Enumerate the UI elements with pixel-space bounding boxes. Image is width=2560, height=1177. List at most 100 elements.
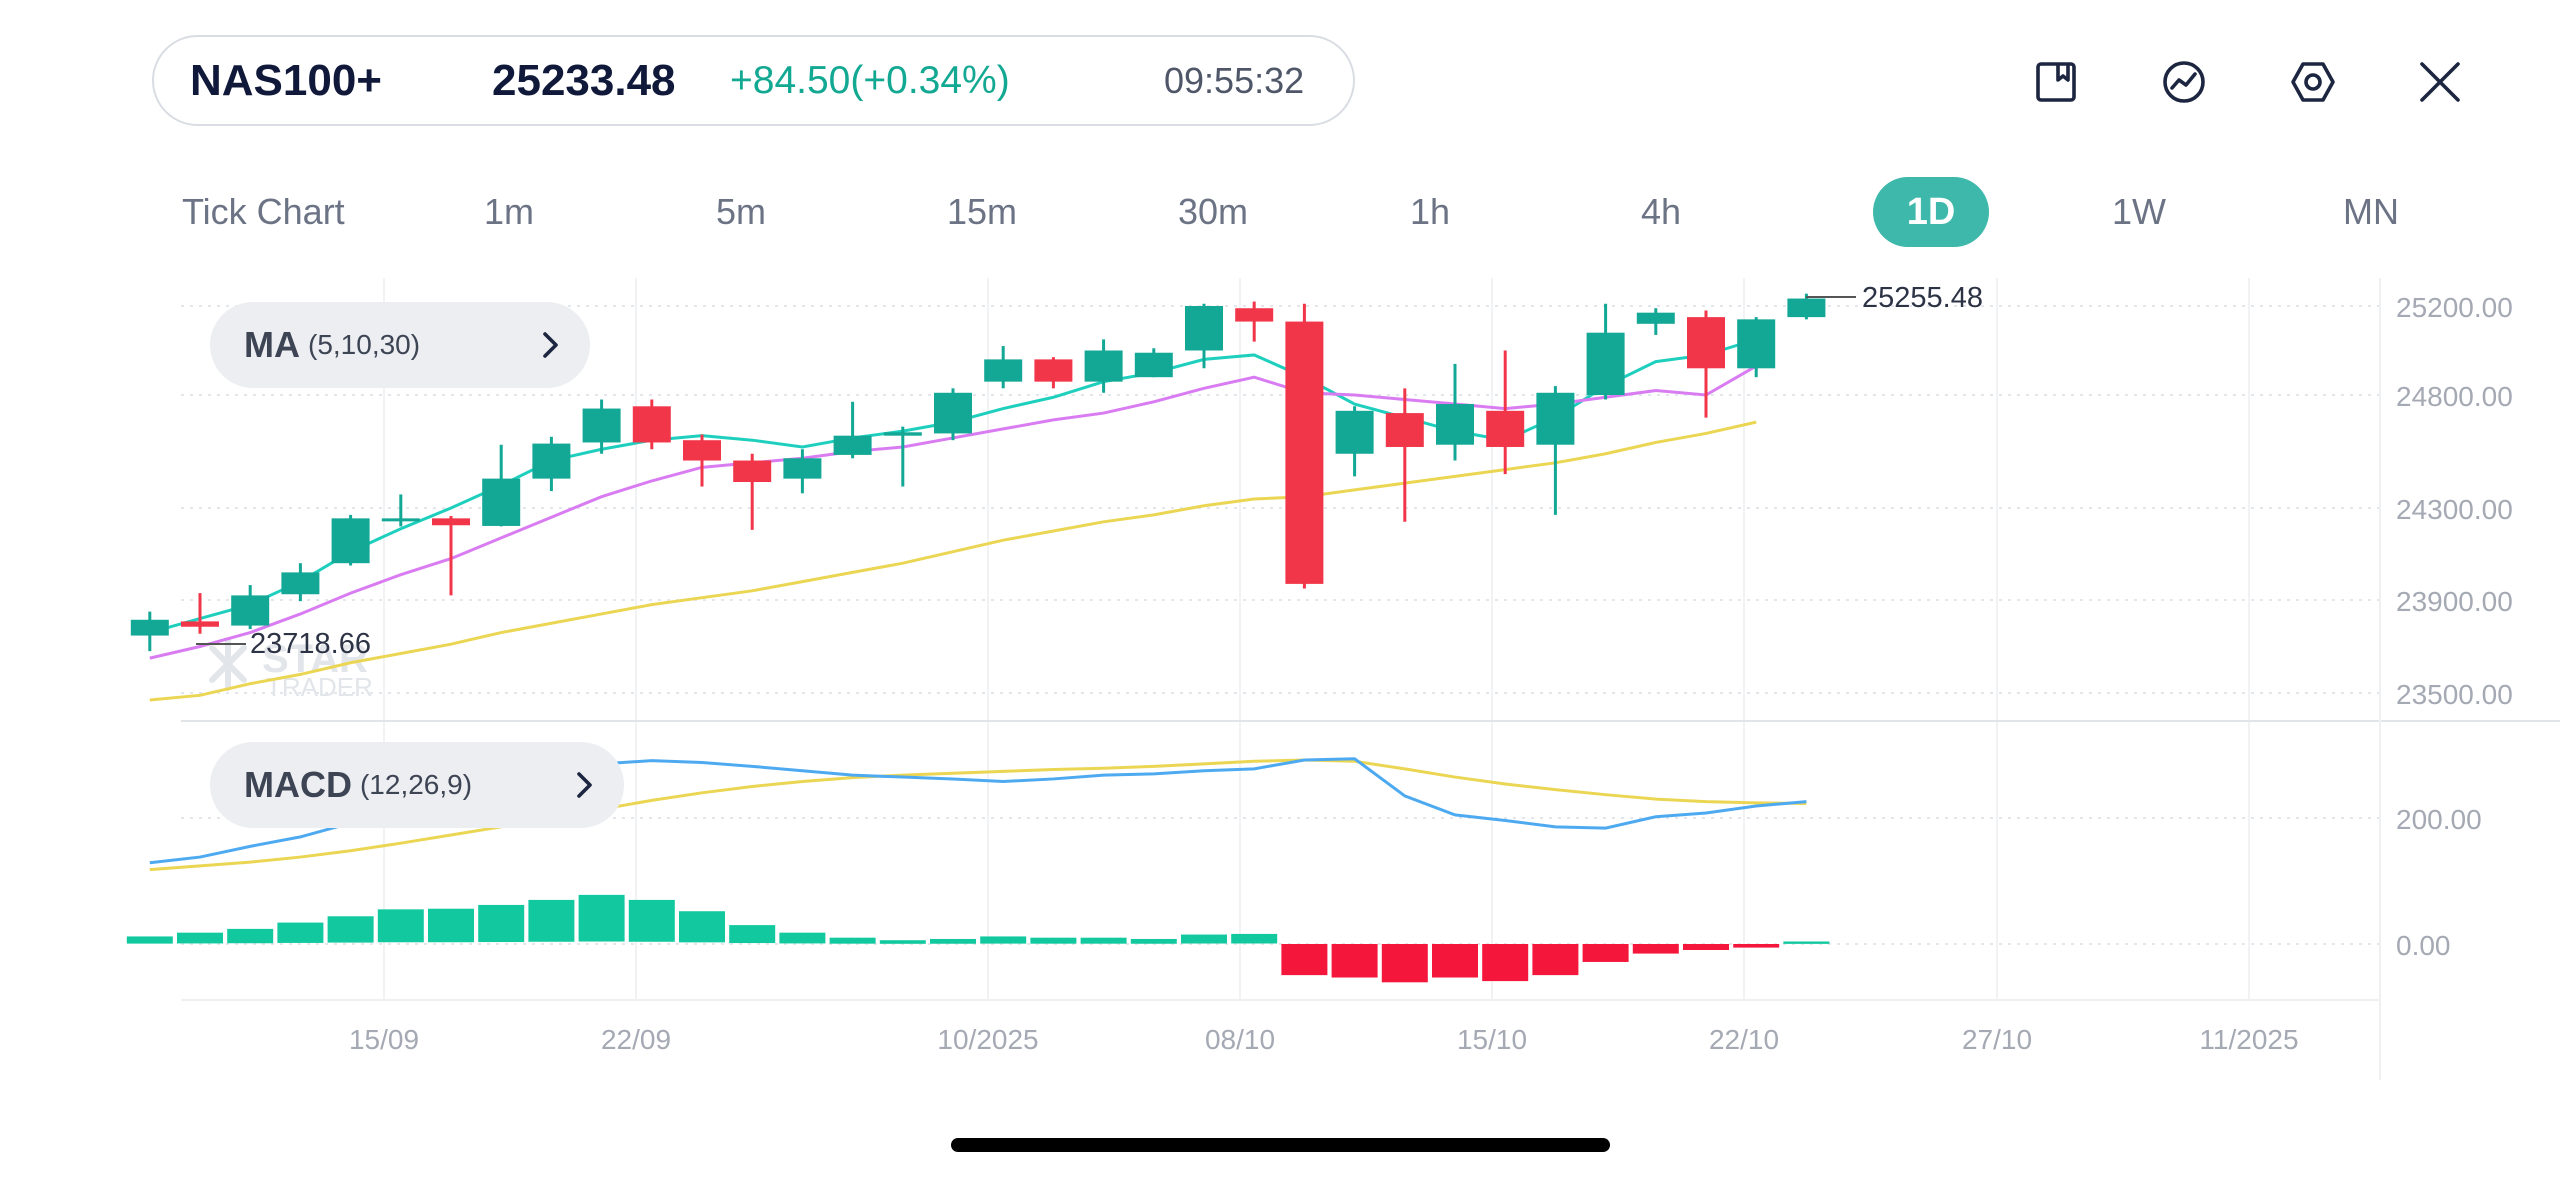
symbol-label[interactable]: NAS100+ [190, 55, 383, 105]
candle [783, 449, 822, 494]
macd-y-tick-label: 0.00 [2396, 930, 2451, 961]
candle-body [683, 440, 721, 461]
candle-body [934, 392, 972, 434]
candle-body [181, 621, 219, 627]
candle-body [381, 518, 420, 522]
candle-body [432, 518, 470, 526]
candle [632, 399, 671, 450]
ma-indicator-pill[interactable]: MA (5,10,30) [210, 302, 590, 388]
macd-histogram-bar [277, 922, 324, 943]
candle [181, 593, 219, 634]
x-tick-label: 10/2025 [937, 1024, 1038, 1055]
candle [130, 611, 169, 652]
bookmark-icon[interactable] [2024, 50, 2088, 114]
high-price-marker: 25255.48 [1862, 282, 1983, 314]
tab-15m[interactable]: 15m [947, 191, 1018, 232]
candle-body [733, 460, 772, 483]
candle [331, 514, 370, 566]
candle [1436, 363, 1474, 461]
candle-body [632, 406, 671, 443]
macd-histogram [126, 894, 1830, 983]
chart-trend-icon[interactable] [2152, 50, 2216, 114]
candle [582, 399, 621, 454]
candle-body [1737, 319, 1776, 369]
candle-body [1687, 317, 1725, 369]
macd-histogram-bar [528, 899, 575, 942]
candle [883, 426, 922, 487]
tab-mn[interactable]: MN [2343, 191, 2399, 232]
candle-body [1636, 312, 1675, 324]
macd-histogram-bar [729, 925, 776, 944]
candle-body [833, 435, 872, 455]
candle-body [1536, 392, 1575, 445]
tab-4h[interactable]: 4h [1641, 191, 1682, 232]
macd-histogram-bar [1281, 944, 1328, 976]
y-tick-label: 24300.00 [2396, 494, 2513, 525]
macd-histogram-bar [1130, 938, 1177, 944]
macd-histogram-bar [829, 937, 876, 944]
tab-5m[interactable]: 5m [716, 191, 767, 232]
macd-histogram-bar [1582, 944, 1629, 962]
candle-body [1486, 410, 1525, 447]
candle [1235, 301, 1274, 342]
macd-histogram-bar [227, 928, 274, 944]
candle [432, 516, 470, 596]
candle-body [1235, 308, 1274, 322]
macd-indicator-pill[interactable]: MACD (12,26,9) [210, 742, 624, 828]
ma-name: MA [244, 324, 300, 365]
macd-histogram-bar [1632, 944, 1679, 954]
macd-histogram-bar [1482, 944, 1529, 982]
close-icon[interactable] [2408, 50, 2472, 114]
candle [984, 346, 1023, 389]
candle [1586, 303, 1625, 400]
candle [1034, 357, 1073, 389]
candle-body [582, 408, 621, 443]
macd-y-tick-label: 200.00 [2396, 804, 2482, 835]
macd-histogram-bar [1030, 937, 1077, 944]
candle-body [331, 518, 370, 564]
tab-1h[interactable]: 1h [1410, 191, 1451, 232]
candle-body [1787, 298, 1826, 318]
macd-signal-line [149, 758, 1807, 872]
macd-histogram-bar [1080, 937, 1127, 944]
candle-body [1134, 352, 1173, 378]
macd-histogram-bar [377, 909, 424, 943]
macd-params: (12,26,9) [359, 769, 473, 800]
candle [1536, 386, 1575, 515]
macd-histogram-bar [1231, 933, 1278, 944]
macd-histogram-bar [628, 899, 675, 942]
tab-tick-chart[interactable]: Tick Chart [182, 191, 345, 232]
candle [1486, 350, 1525, 475]
candle [1134, 348, 1173, 378]
tab-1m[interactable]: 1m [484, 191, 535, 232]
tab-30m[interactable]: 30m [1178, 191, 1249, 232]
macd-histogram-bar [578, 894, 625, 942]
tab-1d[interactable]: 1D [1873, 177, 1989, 247]
candle-body [1185, 306, 1223, 351]
candle-body [231, 595, 270, 626]
candle-body [1285, 321, 1324, 584]
macd-histogram-bar [1733, 944, 1780, 948]
macd-histogram-bar [177, 932, 223, 944]
price-value: 25233.48 [492, 55, 676, 105]
candle-body [984, 359, 1023, 382]
candle [482, 444, 521, 527]
macd-histogram-bar [327, 916, 374, 943]
settings-hexagon-icon[interactable] [2281, 50, 2345, 114]
macd-histogram-bar [1181, 934, 1227, 944]
server-time: 09:55:32 [1164, 59, 1305, 101]
axis-labels: 25200.00 24800.00 24300.00 23900.00 23500.00… [349, 292, 2513, 1055]
candle [733, 453, 772, 530]
y-tick-label: 23500.00 [2396, 679, 2513, 710]
tab-1w[interactable]: 1W [2112, 191, 2166, 232]
home-indicator [951, 1138, 1610, 1152]
macd-histogram-bar [478, 904, 525, 943]
x-tick-label: 22/10 [1709, 1024, 1779, 1055]
candle-body [532, 443, 571, 479]
ma-line-ma30 [149, 420, 1757, 702]
macd-histogram-bar [1683, 944, 1729, 950]
candle-body [1034, 359, 1073, 382]
candle-body [1385, 413, 1424, 447]
candle [934, 388, 972, 441]
